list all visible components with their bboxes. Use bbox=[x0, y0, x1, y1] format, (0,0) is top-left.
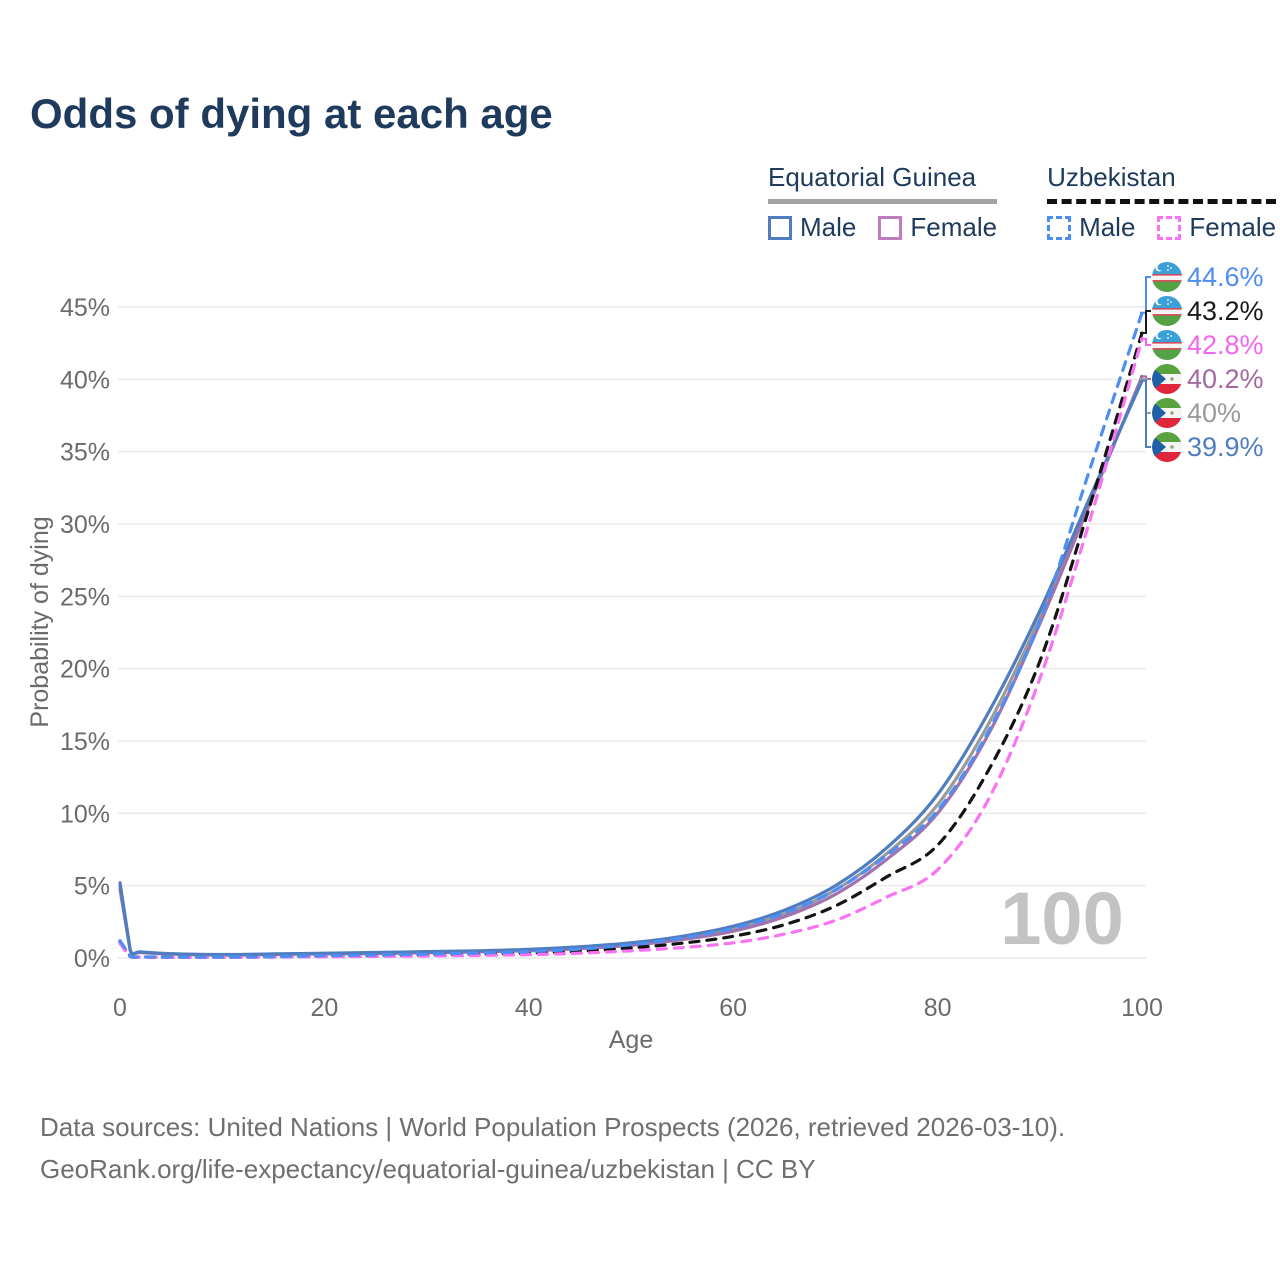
equatorial-guinea-flag-icon bbox=[1152, 432, 1182, 462]
x-tick-label: 80 bbox=[924, 994, 952, 1022]
series-line-uzbekistan-male bbox=[118, 311, 1144, 959]
x-tick-label: 20 bbox=[310, 994, 338, 1022]
series-line-equatorial-guinea-male bbox=[118, 379, 1144, 957]
y-tick-label: 5% bbox=[74, 873, 110, 901]
series-line-equatorial-guinea-female bbox=[118, 374, 1144, 957]
y-tick-label: 30% bbox=[60, 511, 110, 539]
y-tick-label: 10% bbox=[60, 800, 110, 828]
end-label-leader bbox=[1140, 379, 1151, 448]
uzbekistan-flag-icon bbox=[1152, 296, 1182, 326]
attribution-text: GeoRank.org/life-expectancy/equatorial-g… bbox=[40, 1154, 816, 1184]
solid-square-swatch-icon bbox=[768, 215, 792, 240]
x-tick-label: 40 bbox=[515, 994, 543, 1022]
age-watermark: 100 bbox=[1000, 877, 1123, 960]
x-tick-label: 60 bbox=[719, 994, 747, 1022]
legend-item-eq-female[interactable]: Female bbox=[878, 212, 997, 243]
legend-group-uzbekistan: Uzbekistan Male Female bbox=[1047, 162, 1277, 243]
end-label-leader bbox=[1140, 276, 1151, 314]
dashed-line-sample bbox=[1047, 199, 1277, 204]
end-value-label: 44.6% bbox=[1187, 262, 1264, 292]
x-tick-label: 0 bbox=[113, 994, 127, 1022]
end-label-leader bbox=[1140, 310, 1151, 334]
dashed-square-swatch-icon bbox=[1047, 215, 1072, 240]
legend-item-label: Female bbox=[1189, 212, 1277, 242]
x-axis-title: Age bbox=[609, 1026, 653, 1054]
series-line-uzbekistan-total bbox=[118, 331, 1144, 959]
end-label-leader bbox=[1140, 337, 1151, 346]
legend: Equatorial Guinea Male Female Uzbekistan bbox=[768, 162, 1277, 243]
y-tick-label: 25% bbox=[60, 583, 110, 611]
legend-group-title: Equatorial Guinea bbox=[768, 162, 977, 192]
data-sources-text: Data sources: United Nations | World Pop… bbox=[40, 1112, 1066, 1142]
end-value-label: 40% bbox=[1187, 398, 1241, 428]
series-line-uzbekistan-female bbox=[118, 337, 1144, 960]
series-line-equatorial-guinea-total bbox=[118, 377, 1144, 957]
y-tick-label: 20% bbox=[60, 656, 110, 684]
equatorial-guinea-flag-icon bbox=[1152, 364, 1182, 394]
end-value-label: 40.2% bbox=[1187, 364, 1264, 394]
page-title: Odds of dying at each age bbox=[30, 90, 553, 137]
solid-line-sample bbox=[768, 199, 998, 204]
y-tick-label: 40% bbox=[60, 366, 110, 394]
x-tick-label: 100 bbox=[1121, 994, 1163, 1022]
legend-item-label: Male bbox=[800, 212, 857, 242]
footer: Data sources: United Nations | World Pop… bbox=[40, 1106, 1065, 1190]
end-value-label: 42.8% bbox=[1187, 330, 1264, 360]
equatorial-guinea-flag-icon bbox=[1152, 398, 1182, 428]
legend-item-uz-male[interactable]: Male bbox=[1047, 212, 1135, 243]
legend-group-equatorial-guinea: Equatorial Guinea Male Female bbox=[768, 162, 998, 243]
legend-item-uz-female[interactable]: Female bbox=[1157, 212, 1276, 243]
end-value-label: 43.2% bbox=[1187, 296, 1264, 326]
y-tick-label: 0% bbox=[74, 945, 110, 973]
legend-item-eq-male[interactable]: Male bbox=[768, 212, 856, 243]
legend-item-label: Male bbox=[1079, 212, 1136, 242]
uzbekistan-flag-icon bbox=[1152, 330, 1182, 360]
y-axis-title: Probability of dying bbox=[26, 516, 54, 727]
line-chart: 0% 5% 10% 15% 20% 25% 30% 35% 40% 45% Probability … bbox=[26, 262, 1264, 1054]
legend-group-title: Uzbekistan bbox=[1047, 162, 1176, 192]
dashed-square-swatch-icon bbox=[1157, 215, 1182, 240]
legend-item-label: Female bbox=[910, 212, 998, 242]
uzbekistan-flag-icon bbox=[1152, 262, 1182, 292]
y-tick-label: 45% bbox=[60, 294, 110, 322]
end-value-label: 39.9% bbox=[1187, 432, 1264, 462]
y-tick-label: 35% bbox=[60, 439, 110, 467]
solid-square-swatch-icon bbox=[878, 215, 903, 240]
y-tick-label: 15% bbox=[60, 728, 110, 756]
end-label-leader bbox=[1140, 375, 1151, 380]
